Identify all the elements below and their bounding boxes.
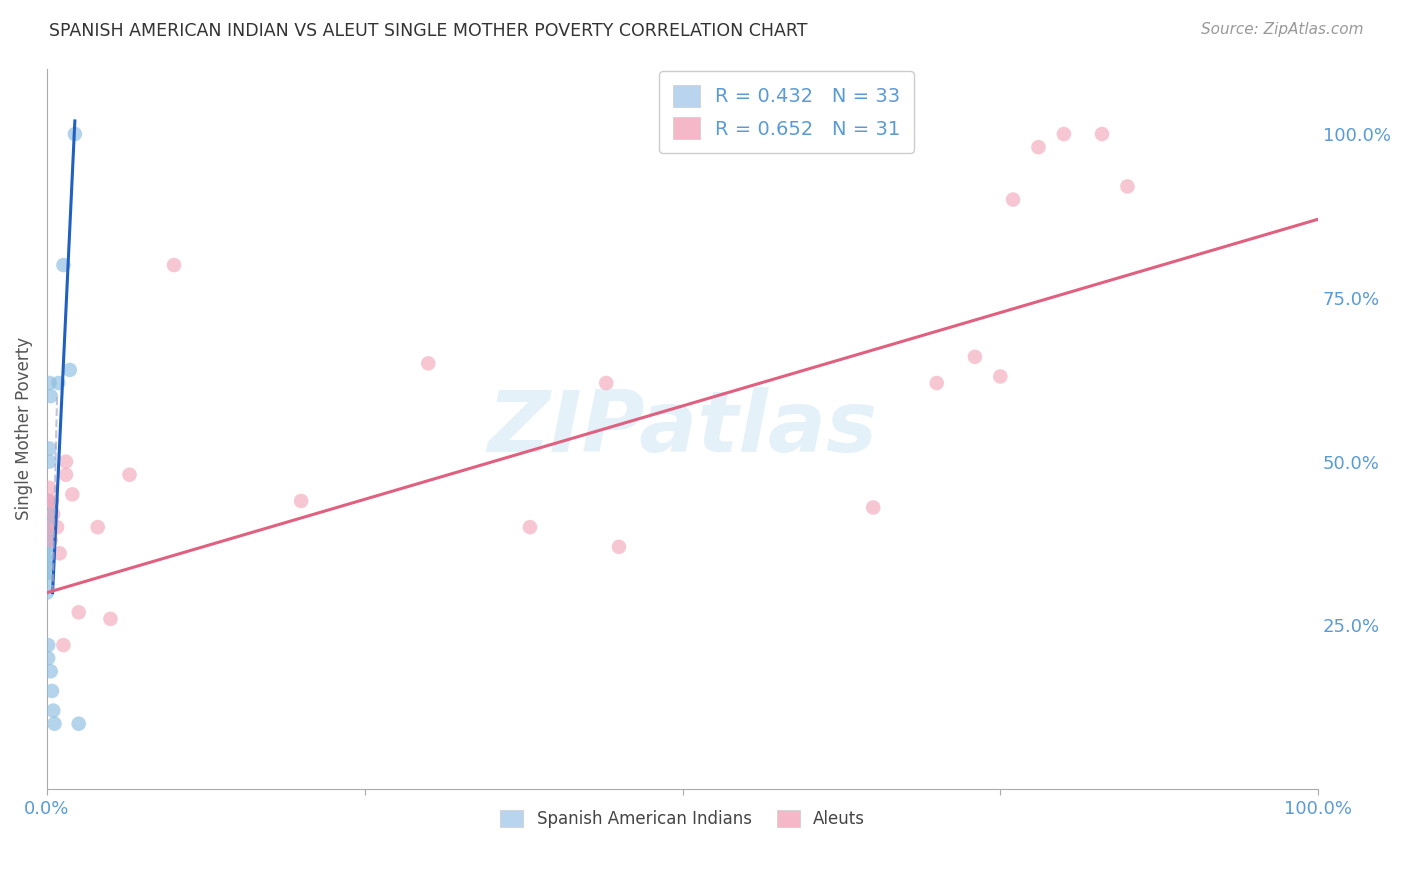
Point [35,540,58,554]
Point [59,363,82,377]
Point [37,520,59,534]
Point [35,507,58,521]
Point [67,605,90,619]
Point [44,716,66,731]
Point [988,369,1011,384]
Point [39,533,62,548]
Point [35,520,58,534]
Point [41,684,63,698]
Point [37,494,59,508]
Point [519,520,541,534]
Point [41,494,63,508]
Point [1002,193,1025,207]
Text: SPANISH AMERICAN INDIAN VS ALEUT SINGLE MOTHER POVERTY CORRELATION CHART: SPANISH AMERICAN INDIAN VS ALEUT SINGLE … [49,22,807,40]
Point [38,376,60,390]
Point [1028,140,1050,154]
Point [35,585,58,599]
Point [37,500,59,515]
Point [35,514,58,528]
Text: ZIPatlas: ZIPatlas [488,387,877,470]
Point [37,507,59,521]
Point [63,127,86,141]
Point [35,526,58,541]
Point [35,533,58,548]
Point [595,376,617,390]
Point [862,500,884,515]
Point [963,350,986,364]
Point [87,520,110,534]
Point [46,520,69,534]
Y-axis label: Single Mother Poverty: Single Mother Poverty [15,337,32,520]
Point [46,376,69,390]
Legend: Spanish American Indians, Aleuts: Spanish American Indians, Aleuts [494,804,872,835]
Point [118,467,141,482]
Point [100,612,122,626]
Point [1053,127,1076,141]
Point [37,638,59,652]
Point [35,553,58,567]
Point [60,487,83,501]
Point [418,356,440,370]
Point [37,651,59,665]
Text: Source: ZipAtlas.com: Source: ZipAtlas.com [1201,22,1364,37]
Point [37,514,59,528]
Point [1116,179,1139,194]
Point [925,376,948,390]
Point [607,540,630,554]
Point [37,533,59,548]
Point [55,455,77,469]
Point [35,573,58,587]
Point [35,566,58,580]
Point [52,258,75,272]
Point [35,559,58,574]
Point [42,704,65,718]
Point [35,546,58,560]
Point [39,665,62,679]
Point [38,455,60,469]
Point [55,467,77,482]
Point [67,716,90,731]
Point [52,638,75,652]
Point [290,494,312,508]
Point [35,520,58,534]
Point [1091,127,1114,141]
Point [39,389,62,403]
Point [48,546,70,560]
Point [38,481,60,495]
Point [42,507,65,521]
Point [163,258,186,272]
Point [38,442,60,456]
Point [37,494,59,508]
